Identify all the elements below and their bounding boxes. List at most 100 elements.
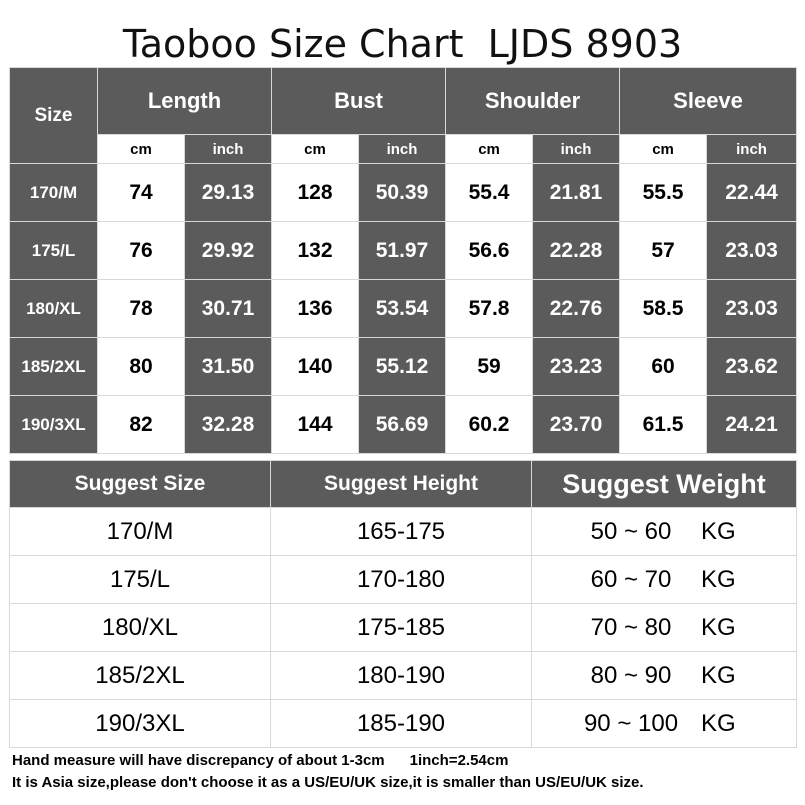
row-size-label: 180/XL bbox=[9, 279, 98, 338]
table-row: 190/3XL 185-190 90 ~ 100 KG bbox=[9, 699, 797, 748]
weight-range: 60 ~ 70 bbox=[590, 565, 672, 593]
suggest-height-cell: 180-190 bbox=[270, 651, 532, 700]
weight-range: 80 ~ 90 bbox=[590, 661, 672, 689]
length-inch-cell: 32.28 bbox=[183, 395, 273, 454]
weight-unit: KG bbox=[701, 661, 736, 689]
shoulder-inch-cell: 22.76 bbox=[532, 279, 621, 338]
bust-cm-cell: 136 bbox=[271, 279, 360, 338]
group-header-row: Size Length Bust Shoulder Sleeve bbox=[9, 67, 798, 164]
suggest-height-cell: 185-190 bbox=[270, 699, 532, 748]
length-cm-cell: 78 bbox=[97, 279, 185, 338]
table-row: 180/XL 78 30.71 136 53.54 57.8 22.76 58.… bbox=[9, 279, 798, 338]
shoulder-cm-cell: 55.4 bbox=[445, 163, 534, 222]
suggest-height-cell: 165-175 bbox=[270, 507, 532, 556]
suggest-size-table: Suggest Size Suggest Height Suggest Weig… bbox=[9, 460, 797, 748]
suggest-size-cell: 170/M bbox=[9, 507, 271, 556]
group-header-sleeve: Sleeve bbox=[619, 67, 798, 135]
weight-unit: KG bbox=[701, 565, 736, 593]
table-row: 180/XL 175-185 70 ~ 80 KG bbox=[9, 603, 797, 652]
weight-unit: KG bbox=[701, 613, 736, 641]
measurement-note: Hand measure will have discrepancy of ab… bbox=[12, 752, 509, 769]
bust-cm-cell: 144 bbox=[271, 395, 360, 454]
shoulder-cm-cell: 60.2 bbox=[445, 395, 534, 454]
suggest-height-header: Suggest Height bbox=[270, 460, 532, 508]
shoulder-inch-cell: 22.28 bbox=[532, 221, 621, 280]
suggest-weight-cell: 50 ~ 60 KG bbox=[531, 507, 797, 556]
shoulder-inch-cell: 23.70 bbox=[532, 395, 621, 454]
length-inch-cell: 30.71 bbox=[183, 279, 273, 338]
group-header-bust: Bust bbox=[271, 67, 447, 135]
suggest-size-cell: 185/2XL bbox=[9, 651, 271, 700]
length-cm-cell: 80 bbox=[97, 337, 185, 396]
weight-unit: KG bbox=[701, 709, 736, 737]
bust-inch-cell: 56.69 bbox=[358, 395, 447, 454]
sleeve-inch-cell: 22.44 bbox=[706, 163, 798, 222]
suggest-weight-cell: 60 ~ 70 KG bbox=[531, 555, 797, 604]
shoulder-inch-cell: 23.23 bbox=[532, 337, 621, 396]
sleeve-inch-cell: 23.03 bbox=[706, 221, 798, 280]
group-header-length: Length bbox=[96, 67, 273, 135]
sleeve-cm-cell: 55.5 bbox=[619, 163, 708, 222]
length-cm-cell: 82 bbox=[97, 395, 185, 454]
table-row: 185/2XL 80 31.50 140 55.12 59 23.23 60 2… bbox=[9, 337, 798, 396]
shoulder-inch-cell: 21.81 bbox=[532, 163, 621, 222]
suggest-header-row: Suggest Size Suggest Height Suggest Weig… bbox=[9, 460, 797, 508]
unit-inch: inch bbox=[183, 134, 273, 164]
sleeve-cm-cell: 61.5 bbox=[619, 395, 708, 454]
length-inch-cell: 29.92 bbox=[183, 221, 273, 280]
suggest-weight-cell: 90 ~ 100 KG bbox=[531, 699, 797, 748]
unit-cm: cm bbox=[619, 134, 708, 164]
table-row: 170/M 165-175 50 ~ 60 KG bbox=[9, 507, 797, 556]
row-size-label: 175/L bbox=[9, 221, 98, 280]
bust-cm-cell: 128 bbox=[271, 163, 360, 222]
weight-range: 70 ~ 80 bbox=[590, 613, 672, 641]
suggest-weight-cell: 80 ~ 90 KG bbox=[531, 651, 797, 700]
sleeve-inch-cell: 24.21 bbox=[706, 395, 798, 454]
table-row: 190/3XL 82 32.28 144 56.69 60.2 23.70 61… bbox=[9, 395, 798, 454]
suggest-size-cell: 175/L bbox=[9, 555, 271, 604]
shoulder-cm-cell: 56.6 bbox=[445, 221, 534, 280]
bust-inch-cell: 55.12 bbox=[358, 337, 447, 396]
table-row: 175/L 76 29.92 132 51.97 56.6 22.28 57 2… bbox=[9, 221, 798, 280]
unit-cm: cm bbox=[445, 134, 534, 164]
footnotes: Hand measure will have discrepancy of ab… bbox=[12, 750, 797, 794]
length-cm-cell: 74 bbox=[97, 163, 185, 222]
chart-title: Taoboo Size Chart LJDS 8903 bbox=[122, 22, 683, 66]
suggest-height-cell: 170-180 bbox=[270, 555, 532, 604]
row-size-label: 185/2XL bbox=[9, 337, 98, 396]
sleeve-inch-cell: 23.62 bbox=[706, 337, 798, 396]
suggest-size-header: Suggest Size bbox=[9, 460, 271, 508]
unit-inch: inch bbox=[706, 134, 798, 164]
sleeve-inch-cell: 23.03 bbox=[706, 279, 798, 338]
weight-range: 90 ~ 100 bbox=[583, 709, 679, 737]
length-cm-cell: 76 bbox=[97, 221, 185, 280]
suggest-size-cell: 190/3XL bbox=[9, 699, 271, 748]
sleeve-cm-cell: 57 bbox=[619, 221, 708, 280]
unit-cm: cm bbox=[271, 134, 360, 164]
bust-cm-cell: 132 bbox=[271, 221, 360, 280]
table-row: 175/L 170-180 60 ~ 70 KG bbox=[9, 555, 797, 604]
weight-range: 50 ~ 60 bbox=[590, 517, 672, 545]
bust-inch-cell: 53.54 bbox=[358, 279, 447, 338]
bust-cm-cell: 140 bbox=[271, 337, 360, 396]
size-header: Size bbox=[9, 67, 98, 164]
unit-inch: inch bbox=[532, 134, 621, 164]
suggest-weight-header: Suggest Weight bbox=[531, 460, 797, 508]
sleeve-cm-cell: 60 bbox=[619, 337, 708, 396]
unit-cm: cm bbox=[97, 134, 185, 164]
row-size-label: 190/3XL bbox=[9, 395, 98, 454]
row-size-label: 170/M bbox=[9, 163, 98, 222]
table-row: 185/2XL 180-190 80 ~ 90 KG bbox=[9, 651, 797, 700]
suggest-size-cell: 180/XL bbox=[9, 603, 271, 652]
sleeve-cm-cell: 58.5 bbox=[619, 279, 708, 338]
suggest-height-cell: 175-185 bbox=[270, 603, 532, 652]
length-inch-cell: 29.13 bbox=[183, 163, 273, 222]
length-inch-cell: 31.50 bbox=[183, 337, 273, 396]
weight-unit: KG bbox=[701, 517, 736, 545]
shoulder-cm-cell: 57.8 bbox=[445, 279, 534, 338]
unit-inch: inch bbox=[358, 134, 447, 164]
table-row: 170/M 74 29.13 128 50.39 55.4 21.81 55.5… bbox=[9, 163, 798, 222]
size-measurement-table: Size Length Bust Shoulder Sleeve cm inch… bbox=[9, 67, 798, 454]
shoulder-cm-cell: 59 bbox=[445, 337, 534, 396]
suggest-weight-cell: 70 ~ 80 KG bbox=[531, 603, 797, 652]
